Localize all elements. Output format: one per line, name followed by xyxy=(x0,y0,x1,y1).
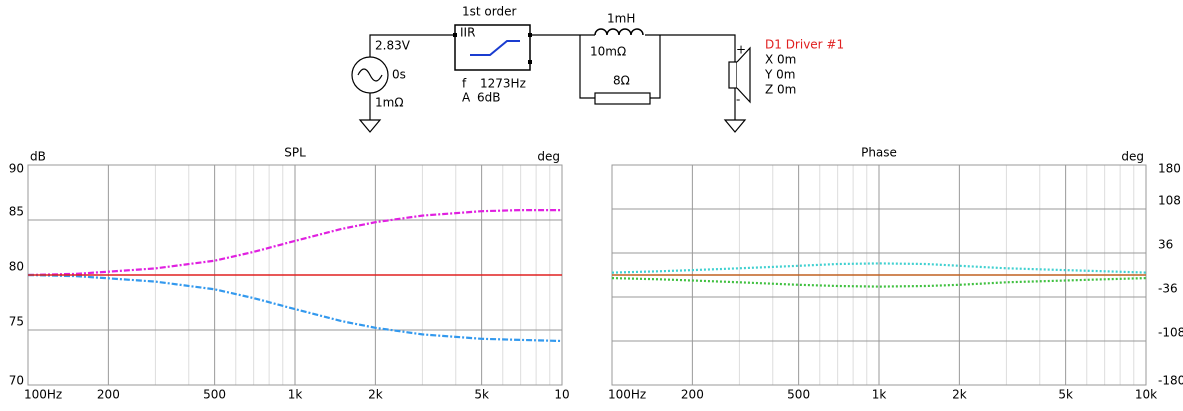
y-tick-label: -36 xyxy=(1158,282,1178,296)
y-tick-label: 75 xyxy=(9,315,24,329)
inductor-resistance: 10mΩ xyxy=(590,45,626,59)
y-tick-label: 108 xyxy=(1158,194,1181,208)
pin xyxy=(528,33,532,37)
chart-title: Phase xyxy=(861,146,897,160)
pin xyxy=(453,33,457,37)
x-tick-label: 500 xyxy=(203,388,226,402)
series-line xyxy=(611,277,1147,288)
filter-title: 1st order xyxy=(462,5,516,19)
filter-freq: 1273Hz xyxy=(480,77,526,91)
x-tick-label: 10k xyxy=(1135,388,1157,402)
schematic: 2.83V 0s 1mΩ 1st order IIR f 1273Hz A 6d… xyxy=(351,5,844,133)
driver-x: X 0m xyxy=(765,53,796,67)
x-tick-label: 1k xyxy=(872,388,887,402)
x-tick-label: 200 xyxy=(681,388,704,402)
y-tick-label: -180 xyxy=(1158,374,1183,388)
iir-block xyxy=(454,24,531,71)
filter-gain-label: A xyxy=(462,91,471,105)
y-tick-label: 180 xyxy=(1158,162,1181,176)
y2-unit: deg xyxy=(1121,150,1144,164)
x-tick-label: 5k xyxy=(1058,388,1073,402)
inductor-value: 1mH xyxy=(607,12,635,26)
driver-name: D1 Driver #1 xyxy=(765,38,844,52)
x-tick-label: 2k xyxy=(952,388,967,402)
resistor xyxy=(594,92,651,105)
y-tick-label: -108 xyxy=(1158,326,1183,340)
y-tick-label: 90 xyxy=(9,162,24,176)
y2-unit: deg xyxy=(537,150,560,164)
speaker-cone xyxy=(736,46,751,104)
x-tick-label: 1k xyxy=(288,388,303,402)
source-delay: 0s xyxy=(392,68,406,82)
series-line xyxy=(27,273,563,343)
filter-freq-label: f xyxy=(462,77,467,91)
x-tick-label: 10 xyxy=(554,388,569,402)
driver-z: Z 0m xyxy=(765,83,796,97)
filter-curve xyxy=(470,40,520,56)
filter-gain: 6dB xyxy=(477,91,500,105)
filter-kind: IIR xyxy=(460,26,475,40)
ground xyxy=(358,119,747,133)
x-tick-label: 5k xyxy=(474,388,489,402)
source-resistance: 1mΩ xyxy=(375,96,404,110)
resistor-value: 8Ω xyxy=(613,74,630,88)
driver-minus: - xyxy=(736,93,740,107)
x-tick-label: 100Hz xyxy=(24,388,62,402)
y-tick-label: 70 xyxy=(9,374,24,388)
series-line xyxy=(27,209,562,277)
x-tick-label: 2k xyxy=(368,388,383,402)
driver-y: Y 0m xyxy=(764,68,795,82)
source-voltage: 2.83V xyxy=(375,39,411,53)
series-line xyxy=(611,262,1147,274)
x-tick-label: 500 xyxy=(787,388,810,402)
x-tick-label: 200 xyxy=(97,388,120,402)
sine-icon xyxy=(357,68,383,82)
y-tick-label: 80 xyxy=(9,260,24,274)
x-tick-label: 100Hz xyxy=(608,388,646,402)
y-tick-label: 36 xyxy=(1158,238,1173,252)
y-unit: dB xyxy=(30,150,46,164)
driver-plus: + xyxy=(736,43,746,57)
y-tick-label: 85 xyxy=(9,205,24,219)
pin xyxy=(528,60,532,64)
wire xyxy=(369,34,736,120)
chart-title: SPL xyxy=(284,146,306,160)
speaker-magnet xyxy=(728,61,738,89)
inductor xyxy=(594,28,644,36)
